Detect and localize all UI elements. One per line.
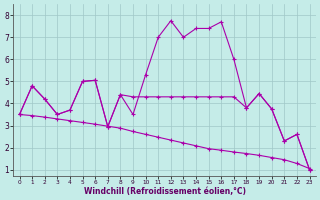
X-axis label: Windchill (Refroidissement éolien,°C): Windchill (Refroidissement éolien,°C)	[84, 187, 245, 196]
